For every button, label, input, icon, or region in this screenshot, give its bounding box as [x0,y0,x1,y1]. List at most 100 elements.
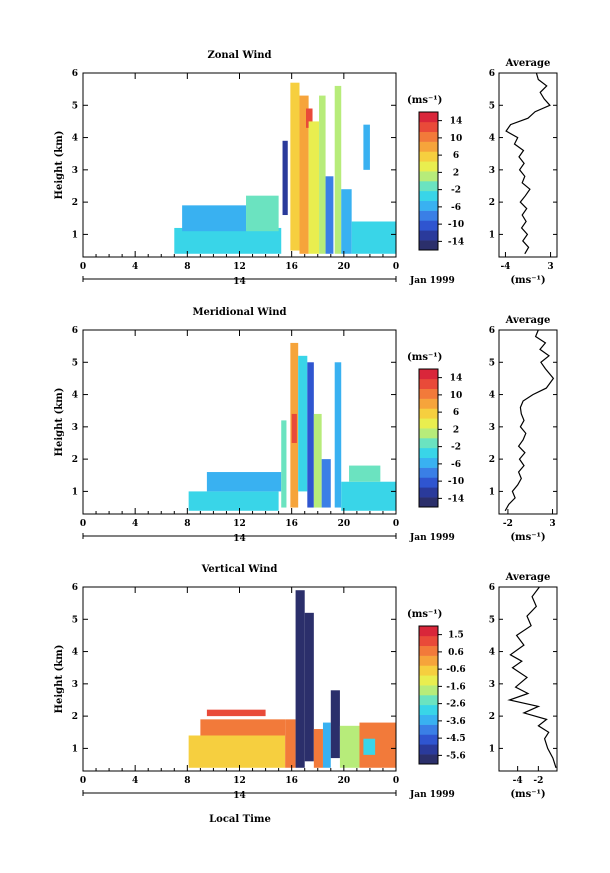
x-tick-label: 0 [393,776,399,786]
colorbar-swatch [419,428,438,439]
heatmap-cell [334,85,342,254]
x-tick-label: 20 [338,519,351,529]
heatmap-cell [308,121,320,254]
profile-y-tick-label: 4 [489,134,495,144]
x-tick-label: 12 [233,262,246,272]
y-tick-label: 2 [72,198,78,208]
colorbar-swatch [419,665,438,676]
colorbar-swatch [419,210,438,221]
y-tick-label: 4 [72,648,78,658]
profile-y-tick-label: 5 [489,358,495,368]
profile-title: Average [505,58,551,69]
colorbar-swatch [419,190,438,202]
heatmap-cell [313,729,323,768]
heatmap-cell [334,362,342,508]
heatmap-cell [319,95,326,254]
heatmap-cell [363,124,370,170]
y-tick-label: 5 [72,358,78,368]
colorbar-swatch [419,369,438,380]
y-tick-label: 5 [72,101,78,111]
date-day: 14 [233,534,246,544]
heatmap-cell [188,735,286,768]
colorbar-swatch [419,220,438,231]
y-tick-label: 4 [72,391,78,401]
profile-frame [498,586,558,772]
colorbar-tick-label: -14 [448,237,464,247]
x-tick-label: 20 [338,776,351,786]
profile-x-axis-title: (ms⁻¹) [510,532,545,543]
profile-x-tick-label: 3 [547,262,553,272]
colorbar-swatch [419,645,438,656]
x-tick-label: 0 [80,776,86,786]
y-tick-label: 1 [72,744,78,754]
colorbar-tick-label: 6 [453,151,459,161]
colorbar-tick-label: -0.6 [446,665,465,675]
profile-y-tick-label: 3 [489,680,495,690]
heatmap-cell [174,227,282,254]
colorbar-swatch [419,497,438,508]
profile-x-tick-label: -4 [500,262,510,272]
colorbar-tick-label: -6 [451,460,461,470]
profile-y-tick-label: 5 [489,615,495,625]
heatmap-cell [306,108,313,128]
x-tick-label: 16 [285,519,298,529]
profile-y-tick-label: 5 [489,101,495,111]
heatmap-cell [313,413,322,508]
colorbar-swatch [419,408,438,419]
colorbar-tick-label: 2 [453,168,459,178]
colorbar-swatch [419,695,438,706]
colorbar-tick-label: 2 [453,425,459,435]
profile-y-tick-label: 2 [489,198,495,208]
colorbar-tick-label: -2 [451,443,461,453]
profile-y-tick-label: 2 [489,712,495,722]
colorbar-tick-label: 14 [450,117,463,127]
heatmap-cell [304,612,314,762]
heatmap-cell [200,719,286,736]
profile-y-tick-label: 4 [489,648,495,658]
x-tick-label: 8 [184,776,190,786]
profile-x-axis-title: (ms⁻¹) [510,789,545,800]
x-tick-label: 4 [132,262,138,272]
profile-y-tick-label: 6 [489,583,495,593]
colorbar-swatch [419,398,438,409]
heatmap-cell [282,140,288,216]
profile-frame [498,72,558,258]
profile-x-tick-label: -4 [513,776,523,786]
heatmap-cell [291,413,297,443]
colorbar-swatch [419,675,438,686]
profile-x-tick-label: 3 [549,519,555,529]
heatmap-cell [363,738,376,755]
profile-y-tick-label: 6 [489,69,495,79]
colorbar-swatch [419,388,438,399]
y-tick-label: 2 [72,712,78,722]
profile-y-tick-label: 6 [489,326,495,336]
colorbar-frame [418,368,439,508]
colorbar-swatch [419,447,438,459]
colorbar-swatch [419,467,438,478]
date-day: 14 [233,791,246,801]
colorbar-swatch [419,418,438,429]
x-tick-label: 0 [80,262,86,272]
y-tick-label: 3 [72,423,78,433]
x-tick-label: 16 [285,262,298,272]
heatmap-cell [325,176,334,254]
x-tick-label: 0 [393,262,399,272]
profile-frame [498,329,558,515]
colorbar-swatch [419,477,438,488]
colorbar-swatch [419,754,438,765]
colorbar-swatch [419,487,438,498]
heatmap-cell [339,725,360,768]
y-tick-label: 3 [72,680,78,690]
colorbar-swatch [419,141,438,152]
heatmap-cell [246,195,279,232]
colorbar-swatch [419,655,438,666]
heatmap-cell [290,82,300,251]
colorbar-swatch [419,121,438,133]
x-tick-label: 16 [285,776,298,786]
profile-x-tick-label: -2 [503,519,513,529]
colorbar-swatch [419,438,438,449]
colorbar-swatch [419,161,438,172]
panel-title: Zonal Wind [207,50,271,61]
colorbar-swatch [419,131,438,142]
